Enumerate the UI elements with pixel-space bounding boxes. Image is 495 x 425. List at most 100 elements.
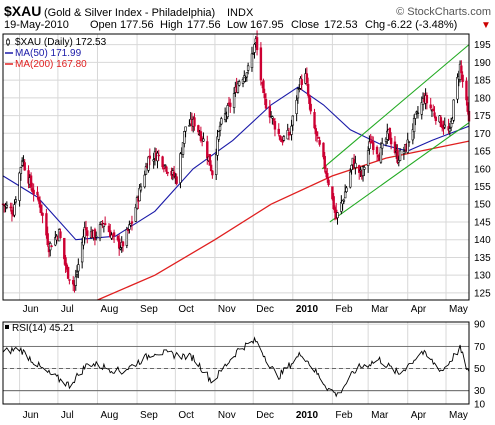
rsi-y-tick-label: 90 <box>474 320 486 331</box>
candle-body <box>309 103 312 112</box>
candle-body <box>13 204 16 216</box>
candle-body <box>295 99 298 114</box>
chg-label: Chg <box>365 19 385 31</box>
candle-body <box>161 156 164 168</box>
rsi-x-tick-label: Jul <box>61 410 74 421</box>
candle-body <box>425 95 429 104</box>
price-x-tick-label: Apr <box>411 304 427 315</box>
candle-body <box>197 125 200 133</box>
candle-body <box>211 170 214 176</box>
candle-body <box>300 79 303 85</box>
rsi-y-tick-label: 50 <box>474 364 486 375</box>
rsi-legend-label: RSI(14) 45.21 <box>12 323 75 334</box>
candle-body <box>18 172 21 201</box>
rsi-y-tick-label: 30 <box>474 386 486 397</box>
candle-body <box>144 166 148 175</box>
candle-body <box>163 164 167 167</box>
candle-body <box>402 151 406 154</box>
rsi-x-tick-label: Jun <box>23 410 39 421</box>
price-x-tick-label: Jul <box>61 304 74 315</box>
low-label: Low <box>227 19 247 31</box>
candle-body <box>41 212 44 216</box>
candle-body <box>363 167 366 170</box>
candle-body <box>252 52 255 55</box>
candle-body <box>157 154 160 157</box>
legend-ma50-label: MA(50) 171.99 <box>15 48 82 59</box>
candle-body <box>358 165 361 173</box>
candle-body <box>350 164 353 171</box>
candle-body <box>398 150 402 161</box>
candle-body <box>86 230 89 236</box>
candle-body <box>220 118 223 125</box>
close-label: Close <box>291 19 319 31</box>
candle-body <box>64 257 67 266</box>
candle-body <box>456 76 459 100</box>
candle-body <box>246 65 250 71</box>
price-y-tick-label: 190 <box>474 58 491 69</box>
price-x-tick-label: Jun <box>23 304 39 315</box>
candle-body <box>460 65 463 74</box>
candle-body <box>377 155 380 158</box>
rsi-y-tick-label: 10 <box>474 400 486 411</box>
price-y-tick-label: 155 <box>474 182 491 193</box>
symbol-description: (Gold & Silver Index - Philadelphia) <box>44 7 215 19</box>
price-y-tick-label: 165 <box>474 147 491 158</box>
candle-body <box>359 169 362 172</box>
candle-body <box>291 115 295 126</box>
candle-body <box>366 150 370 166</box>
ma200-line <box>97 140 470 301</box>
candle-body <box>268 106 272 118</box>
rsi-x-tick-label: 2010 <box>296 410 319 421</box>
candle-body <box>206 141 209 159</box>
candle-body <box>297 88 301 90</box>
candle-body <box>264 99 268 109</box>
candle-body <box>143 174 146 188</box>
candle-body <box>375 146 379 155</box>
candle-body <box>14 199 17 203</box>
candle-body <box>414 113 417 119</box>
rsi-x-tick-label: Aug <box>100 410 118 421</box>
candle-body <box>237 81 241 86</box>
price-x-tick-label: May <box>449 304 468 315</box>
exchange-label: INDX <box>227 7 254 19</box>
candle-body <box>74 276 77 286</box>
candle-body <box>22 160 25 163</box>
candle-body <box>466 102 469 112</box>
rsi-panel: 10 30 50 70 90 Jun Jul Aug Sep Oct Nov Dec 2010 Feb Ma… <box>2 320 486 421</box>
candle-body <box>322 142 325 158</box>
candle-body <box>263 93 266 99</box>
channel-lower-line <box>329 122 470 223</box>
candle-body <box>37 196 40 202</box>
symbol-title: $XAU <box>4 3 41 19</box>
candle-body <box>336 212 339 219</box>
rsi-x-tick-label: May <box>449 410 468 421</box>
candle-body <box>84 227 88 231</box>
candle-body <box>389 137 393 145</box>
candle-body <box>209 164 213 171</box>
price-y-tick-label: 175 <box>474 111 491 122</box>
candle-body <box>129 223 132 226</box>
chg-value: -6.22 (-3.48%) <box>387 19 457 31</box>
candle-body <box>434 116 438 121</box>
candle-body <box>93 229 97 240</box>
rsi-x-tick-label: Dec <box>256 410 274 421</box>
price-y-tick-label: 160 <box>474 164 491 175</box>
candle-body <box>10 209 14 215</box>
candle-body <box>193 117 196 127</box>
price-y-tick-label: 150 <box>474 200 491 211</box>
candle-body <box>306 83 310 96</box>
legend-price-label: $XAU (Daily) 172.53 <box>15 37 107 48</box>
candle-body <box>125 229 129 246</box>
candle-body <box>255 37 259 51</box>
price-x-tick-label: Aug <box>100 304 118 315</box>
candle-body <box>345 187 348 193</box>
price-x-tick-label: Sep <box>140 304 158 315</box>
candle-body <box>179 153 182 183</box>
candle-body <box>134 207 137 222</box>
candle-body <box>215 153 218 175</box>
high-label: High <box>160 19 183 31</box>
candle-body <box>226 105 229 118</box>
candle-body <box>23 162 26 171</box>
candle-body <box>323 155 326 169</box>
